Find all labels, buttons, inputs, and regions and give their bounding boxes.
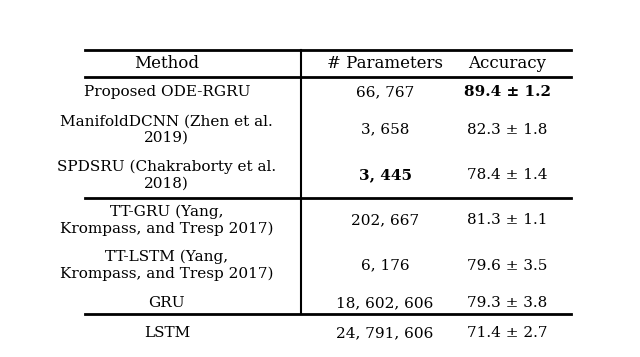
Text: GRU: GRU [148,296,185,310]
Text: 71.4 ± 2.7: 71.4 ± 2.7 [467,326,548,340]
Text: # Parameters: # Parameters [327,55,443,72]
Text: 66, 767: 66, 767 [356,85,414,99]
Text: TT-LSTM (Yang,
Krompass, and Tresp 2017): TT-LSTM (Yang, Krompass, and Tresp 2017) [60,250,273,281]
Text: 79.3 ± 3.8: 79.3 ± 3.8 [467,296,548,310]
Text: 24, 791, 606: 24, 791, 606 [337,326,434,340]
Text: 18, 602, 606: 18, 602, 606 [337,296,434,310]
Text: 78.4 ± 1.4: 78.4 ± 1.4 [467,168,548,182]
Text: TT-GRU (Yang,
Krompass, and Tresp 2017): TT-GRU (Yang, Krompass, and Tresp 2017) [60,205,273,236]
Text: 79.6 ± 3.5: 79.6 ± 3.5 [467,258,548,273]
Text: SPDSRU (Chakraborty et al.
2018): SPDSRU (Chakraborty et al. 2018) [57,160,276,190]
Text: Accuracy: Accuracy [468,55,547,72]
Text: Method: Method [134,55,199,72]
Text: 202, 667: 202, 667 [351,213,419,227]
Text: 82.3 ± 1.8: 82.3 ± 1.8 [467,122,548,137]
Text: 6, 176: 6, 176 [361,258,410,273]
Text: LSTM: LSTM [143,326,190,340]
Text: Proposed ODE-RGRU: Proposed ODE-RGRU [84,85,250,99]
Text: 3, 658: 3, 658 [361,122,409,137]
Text: 3, 445: 3, 445 [358,168,412,182]
Text: 89.4 ± 1.2: 89.4 ± 1.2 [464,85,551,99]
Text: ManifoldDCNN (Zhen et al.
2019): ManifoldDCNN (Zhen et al. 2019) [60,115,273,145]
Text: 81.3 ± 1.1: 81.3 ± 1.1 [467,213,548,227]
